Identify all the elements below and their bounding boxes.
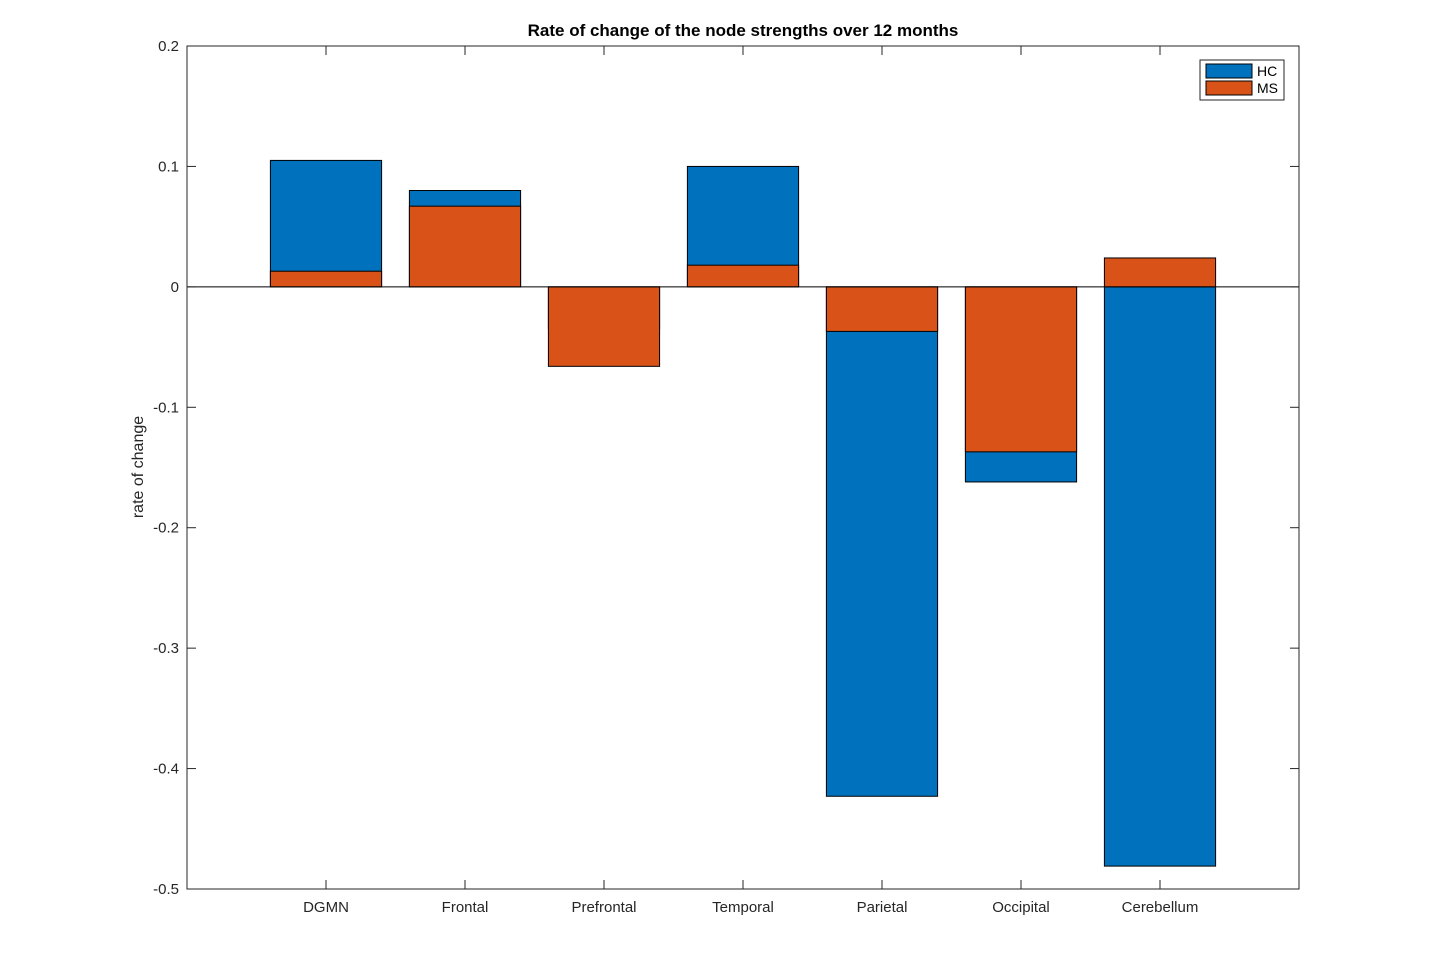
- y-tick-label: 0.2: [158, 38, 179, 55]
- y-tick-label: -0.3: [153, 640, 179, 657]
- bar-hc-cerebellum: [1103, 286, 1217, 867]
- bar-ms-parietal: [825, 286, 939, 332]
- legend-label-hc: HC: [1257, 63, 1277, 79]
- y-tick-label: 0.1: [158, 158, 179, 175]
- legend-swatch-hc: [1205, 63, 1253, 79]
- bar-ms-temporal: [686, 264, 800, 288]
- x-tick-label: Temporal: [712, 899, 774, 916]
- bar-ms-cerebellum: [1103, 257, 1217, 288]
- legend-label-ms: MS: [1257, 80, 1278, 96]
- chart-title: Rate of change of the node strengths ove…: [528, 21, 959, 40]
- bar-hc-parietal: [825, 286, 939, 797]
- y-tick-label: 0: [171, 279, 179, 296]
- x-tick-label: Frontal: [442, 899, 489, 916]
- x-tick-label: Occipital: [992, 899, 1050, 916]
- bars-group: [269, 159, 1217, 867]
- x-tick-label: Parietal: [857, 899, 908, 916]
- legend-swatch-ms: [1205, 80, 1253, 96]
- bar-ms-frontal: [408, 205, 522, 288]
- y-tick-label: -0.5: [153, 881, 179, 898]
- y-tick-label: -0.1: [153, 399, 179, 416]
- y-tick-label: -0.2: [153, 520, 179, 537]
- y-tick-label: -0.4: [153, 761, 179, 778]
- bar-ms-dgmn: [269, 270, 383, 288]
- bar-hc-dgmn: [269, 159, 383, 288]
- x-tick-label: DGMN: [303, 899, 349, 916]
- x-tick-label: Cerebellum: [1122, 899, 1199, 916]
- bar-ms-occipital: [964, 286, 1078, 453]
- y-axis-label: rate of change: [130, 416, 147, 518]
- x-tick-label: Prefrontal: [571, 899, 636, 916]
- bar-ms-prefrontal: [547, 286, 661, 367]
- axes-group: -0.5 -0.4 -0.3 -0.2 -0.1 0 0.1 0.2 DGMN Frontal Pr…: [153, 38, 1300, 916]
